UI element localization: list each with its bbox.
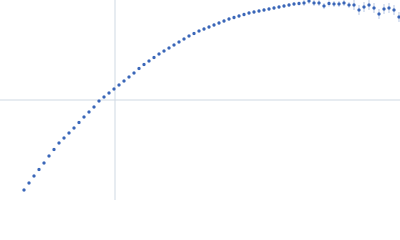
data-point <box>147 59 151 63</box>
data-point <box>217 21 221 25</box>
data-point <box>157 52 161 56</box>
data-point <box>222 19 226 23</box>
data-point <box>197 29 201 33</box>
data-point <box>387 6 391 10</box>
data-point <box>162 49 166 53</box>
data-point <box>322 4 326 8</box>
data-point <box>137 66 141 71</box>
data-point <box>182 37 186 41</box>
data-point <box>362 5 366 9</box>
data-point <box>212 23 216 27</box>
data-point <box>92 105 96 109</box>
data-point <box>397 15 400 19</box>
data-point <box>27 181 31 185</box>
data-point <box>282 4 286 8</box>
data-point <box>272 6 276 10</box>
data-point <box>132 71 136 75</box>
data-point <box>57 141 61 145</box>
data-point <box>62 136 66 140</box>
data-point <box>22 188 26 192</box>
data-point <box>352 3 356 7</box>
data-point <box>37 167 41 172</box>
data-point <box>292 2 296 6</box>
data-point <box>337 2 341 6</box>
data-point <box>77 120 81 125</box>
data-point <box>72 126 76 130</box>
data-point <box>122 79 126 83</box>
data-point <box>257 9 261 13</box>
data-point <box>247 11 251 15</box>
data-point <box>102 95 106 99</box>
data-point <box>237 14 241 18</box>
data-point <box>117 83 121 87</box>
data-point <box>357 8 361 12</box>
data-point <box>192 31 196 36</box>
data-point <box>277 5 281 9</box>
data-point <box>82 115 86 119</box>
data-point <box>67 131 71 135</box>
data-point <box>97 99 101 103</box>
data-point <box>177 40 181 44</box>
data-point <box>342 1 346 5</box>
data-point <box>307 0 311 3</box>
data-point <box>107 91 111 95</box>
data-point <box>32 174 36 178</box>
data-point <box>47 154 51 158</box>
data-point <box>207 25 211 29</box>
data-point <box>382 7 386 11</box>
data-point <box>187 34 191 38</box>
data-point <box>317 1 321 5</box>
data-point <box>112 87 116 91</box>
chart <box>0 0 400 200</box>
data-point <box>287 3 291 7</box>
data-point <box>127 75 131 79</box>
data-point <box>42 161 46 165</box>
data-point <box>367 3 371 7</box>
data-point <box>327 1 331 6</box>
data-point <box>267 7 271 11</box>
data-point <box>312 1 316 5</box>
data-point <box>347 3 351 7</box>
data-point <box>372 6 376 10</box>
data-point <box>392 8 396 12</box>
data-point <box>262 8 266 12</box>
data-point <box>52 147 56 152</box>
data-point <box>297 1 301 6</box>
data-point <box>202 27 206 31</box>
data-point <box>242 12 246 17</box>
data-point <box>332 2 336 6</box>
data-point <box>227 17 231 21</box>
data-point <box>142 62 146 67</box>
data-point <box>172 43 176 47</box>
data-point <box>377 12 381 16</box>
data-point <box>232 15 236 20</box>
data-point <box>302 1 306 5</box>
data-point <box>167 46 171 50</box>
data-point <box>87 110 91 114</box>
data-point <box>152 55 156 60</box>
data-point <box>252 10 256 14</box>
